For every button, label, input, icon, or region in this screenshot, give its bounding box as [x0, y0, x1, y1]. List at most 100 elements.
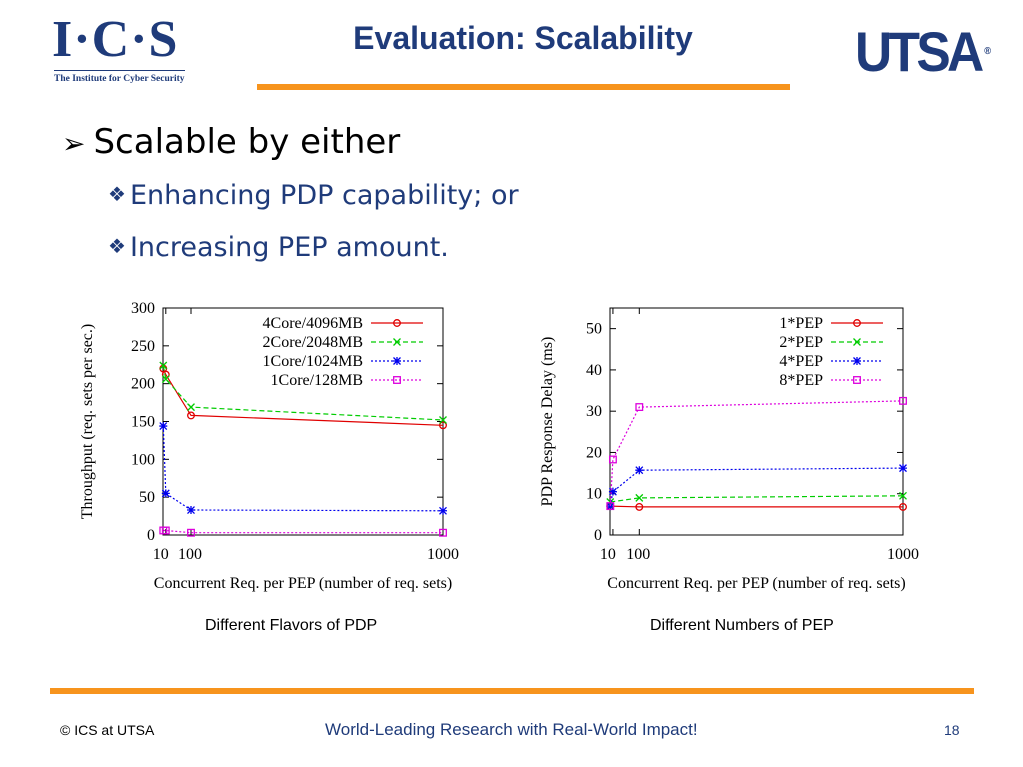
ics-logo-text: I·C·S [52, 11, 179, 68]
y-tick-label: 100 [131, 451, 155, 468]
sub-bullet: ❖ Increasing PEP amount. [108, 232, 449, 263]
diamond-bullet-icon: ❖ [108, 182, 126, 206]
arrow-bullet-icon: ➢ [62, 127, 86, 160]
throughput-chart: 0 50 100 150 200 250 300 10 100 1000 Concurrent Re… [79, 300, 459, 592]
diamond-bullet-icon: ❖ [108, 234, 126, 258]
slide-title: Evaluation: Scalability [353, 20, 693, 56]
y-tick-label: 50 [586, 321, 602, 338]
data-point [635, 403, 644, 412]
data-point [187, 528, 195, 537]
y-tick-label: 20 [586, 444, 602, 461]
legend-label: 2Core/2048MB [263, 334, 363, 351]
legend-label: 4*PEP [779, 353, 823, 370]
series-line [163, 529, 443, 534]
legend-label: 1Core/1024MB [263, 353, 363, 370]
page-number: 18 [944, 722, 960, 738]
data-point [159, 422, 168, 431]
data-point [439, 421, 447, 430]
x-tick-label: 100 [178, 546, 202, 563]
data-point [853, 338, 861, 346]
data-point [393, 319, 401, 327]
y-tick-label: 50 [139, 489, 155, 506]
y-tick-label: 250 [131, 338, 155, 355]
data-point [393, 376, 401, 384]
data-point [393, 357, 401, 365]
series-line [610, 505, 903, 508]
data-series [159, 361, 447, 424]
data-point [159, 361, 168, 370]
data-point [439, 506, 447, 515]
data-point [161, 375, 170, 384]
main-bullet-text: Scalable by either [93, 122, 401, 162]
data-series [159, 422, 447, 515]
legend-label: 2*PEP [779, 334, 823, 351]
chart-caption-pep: Different Numbers of PEP [650, 617, 834, 634]
footer-copyright: © ICS at UTSA [60, 722, 155, 738]
y-tick-label: 30 [586, 403, 602, 420]
legend-label: 1Core/128MB [271, 372, 363, 389]
y-tick-label: 200 [131, 376, 155, 393]
data-point [899, 491, 907, 500]
data-point [161, 526, 170, 535]
series-line [610, 495, 904, 503]
data-point [187, 506, 195, 515]
data-point [606, 502, 615, 511]
x-tick-label: 10 [600, 546, 616, 563]
chart-caption-pdp: Different Flavors of PDP [205, 617, 378, 634]
ics-logo: I·C·S The Institute for Cyber Security [52, 14, 187, 84]
y-tick-label: 300 [131, 300, 155, 317]
data-point [899, 502, 907, 511]
legend-label: 1*PEP [779, 315, 823, 332]
x-axis-label: Concurrent Req. per PEP (number of req. … [154, 575, 452, 592]
data-point [187, 411, 195, 420]
sub-bullet: ❖ Enhancing PDP capability; or [108, 180, 519, 211]
main-bullet: ➢ Scalable by either [62, 122, 400, 162]
utsa-logo: UTSA ® [855, 22, 991, 82]
data-point [899, 396, 907, 405]
data-series [606, 464, 907, 511]
y-tick-label: 0 [147, 527, 155, 544]
data-series [606, 502, 907, 511]
y-tick-label: 150 [131, 414, 155, 431]
data-point [853, 376, 861, 384]
x-tick-label: 10 [153, 546, 169, 563]
data-point [606, 502, 615, 511]
y-tick-label: 10 [586, 486, 602, 503]
x-tick-label: 1000 [887, 546, 919, 563]
footer-divider [50, 688, 974, 694]
plot-frame [609, 307, 904, 536]
y-axis-label: PDP Response Delay (ms) [539, 337, 556, 507]
y-tick-label: 0 [594, 527, 602, 544]
series-line [609, 467, 904, 507]
y-axis-label: Throughput (req. sets per sec.) [79, 324, 96, 520]
data-point [608, 487, 617, 496]
title-underline [257, 84, 790, 90]
ics-logo-rule [54, 70, 185, 71]
series-line [609, 400, 904, 507]
utsa-trademark: ® [984, 46, 992, 57]
y-tick-label: 40 [586, 362, 602, 379]
footer-tagline: World-Leading Research with Real-World I… [325, 720, 698, 739]
data-point [853, 357, 861, 365]
data-point [635, 502, 644, 511]
data-point [439, 416, 447, 424]
ics-logo-subtitle: The Institute for Cyber Security [54, 74, 185, 84]
data-point [899, 464, 907, 473]
data-point [161, 489, 170, 498]
data-point [187, 403, 195, 412]
data-series [606, 396, 907, 511]
data-series [159, 526, 447, 537]
x-tick-label: 1000 [427, 546, 459, 563]
sub-bullet-text: Increasing PEP amount. [129, 232, 449, 263]
data-point [393, 338, 401, 346]
sub-bullet-text: Enhancing PDP capability; or [129, 180, 519, 211]
data-series [606, 491, 907, 506]
series-line [162, 365, 444, 421]
data-point [635, 466, 644, 475]
utsa-logo-text: UTSA [855, 20, 984, 83]
response-delay-chart: 0 10 20 30 40 50 10 100 1000 Concurrent Req. per … [539, 307, 919, 592]
legend-label: 8*PEP [779, 372, 823, 389]
data-point [439, 528, 447, 537]
data-point [608, 455, 617, 464]
data-point [635, 493, 644, 502]
